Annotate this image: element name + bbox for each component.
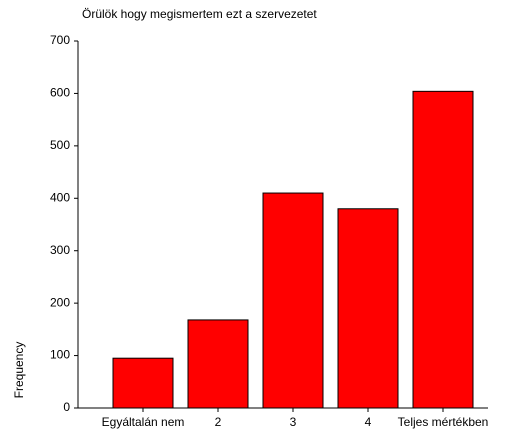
bar (112, 357, 174, 409)
x-tick-label: 3 (290, 415, 297, 429)
y-tick-label: 600 (50, 86, 70, 100)
x-tick-label: Teljes mértékben (398, 415, 489, 429)
bar (187, 319, 249, 409)
y-tick-label: 400 (50, 190, 70, 204)
bar (337, 208, 399, 409)
bar (412, 90, 474, 409)
y-axis-label: Frequency (12, 342, 26, 399)
y-tick-label: 700 (50, 33, 70, 47)
y-tick-label: 300 (50, 243, 70, 257)
y-tick-label: 500 (50, 138, 70, 152)
x-tick-label: Egyáltalán nem (102, 415, 185, 429)
y-tick-label: 100 (50, 348, 70, 362)
x-tick-label: 4 (365, 415, 372, 429)
bar (262, 192, 324, 409)
y-tick-label: 0 (63, 400, 70, 414)
x-tick-label: 2 (215, 415, 222, 429)
chart-title: Örülök hogy megismertem ezt a szervezete… (82, 7, 317, 21)
y-tick-label: 200 (50, 295, 70, 309)
